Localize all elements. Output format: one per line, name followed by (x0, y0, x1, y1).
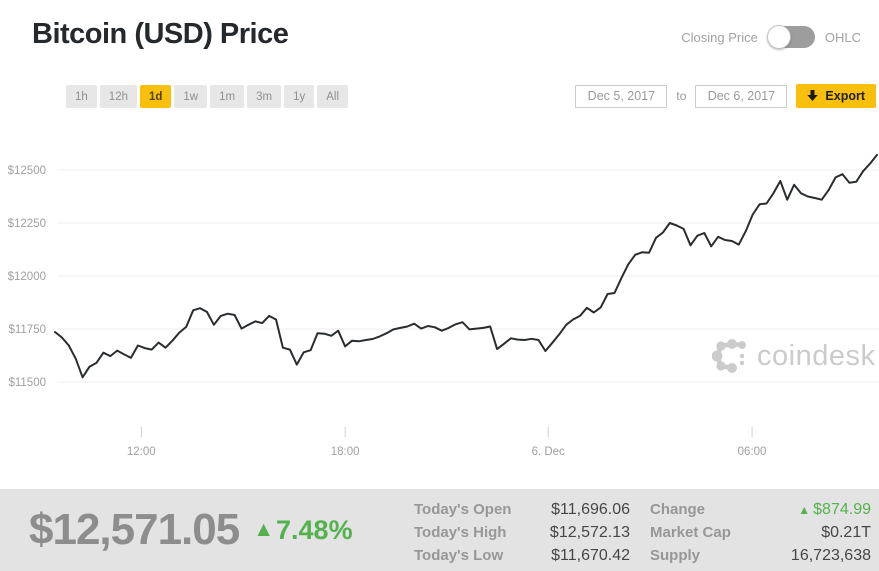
page-title: Bitcoin (USD) Price (32, 18, 289, 50)
export-button[interactable]: Export (796, 84, 876, 108)
y-axis-tick-label: $11500 (8, 377, 46, 389)
price-type-toggle-group: Closing Price OHLC (681, 25, 861, 49)
stat-row: Today's Open $11,696.06 (414, 498, 630, 521)
stat-row: Change ▲ $874.99 (650, 498, 871, 521)
closing-price-label: Closing Price (681, 29, 758, 45)
stat-value: 16,723,638 (790, 546, 871, 564)
stats-table-right: Change ▲ $874.99 Market Cap $0.21T Supply 16,7… (650, 498, 871, 567)
x-axis-tick-label: 12:00 (127, 446, 156, 458)
range-button-1m[interactable]: 1m (210, 85, 245, 108)
y-axis-tick-label: $11750 (8, 324, 46, 336)
download-icon (807, 90, 819, 101)
stat-value: $11,670.42 (551, 546, 630, 564)
current-price: $12,571.05 (29, 505, 240, 554)
range-button-3m[interactable]: 3m (247, 85, 282, 108)
coindesk-logo-text: coindesk (757, 339, 876, 372)
ohlc-label: OHLC (824, 29, 861, 45)
stat-row: Today's High $12,572.13 (414, 521, 630, 544)
current-price-block: $12,571.05 ▲ 7.48% (29, 489, 353, 571)
coindesk-logo-icon (712, 339, 746, 373)
change-percent: ▲ 7.48% (253, 515, 352, 546)
date-to-input[interactable] (695, 84, 788, 108)
x-axis-tick-label: 06:00 (738, 446, 767, 458)
stat-label: Change (650, 501, 706, 518)
price-chart[interactable]: $11500 $11750 $12000 $12250 $12500 12:00 18:00… (0, 115, 879, 497)
range-buttons: 1h 12h 1d 1w 1m 3m 1y All (66, 85, 349, 108)
up-arrow-icon: ▲ (253, 518, 275, 541)
date-from-input[interactable] (575, 84, 668, 108)
change-percent-value: 7.48% (276, 514, 353, 545)
range-button-1h[interactable]: 1h (66, 85, 97, 108)
stat-value: $12,572.13 (549, 523, 630, 541)
stats-table-left: Today's Open $11,696.06 Today's High $12,57… (414, 498, 630, 567)
stat-label: Today's High (414, 524, 507, 541)
x-axis-tick-label: 6. Dec (532, 446, 565, 458)
range-button-1d[interactable]: 1d (139, 85, 172, 108)
export-label: Export (825, 89, 865, 103)
toggle-knob-icon[interactable] (766, 25, 791, 49)
range-button-12h[interactable]: 12h (99, 85, 137, 108)
y-axis-tick-label: $12000 (8, 271, 46, 283)
y-axis-tick-label: $12250 (8, 218, 46, 230)
price-type-toggle[interactable] (766, 25, 815, 49)
stat-label: Today's Open (414, 501, 512, 518)
stat-label: Market Cap (650, 524, 731, 541)
to-label: to (676, 89, 687, 103)
up-arrow-icon: ▲ (798, 502, 811, 517)
chart-area: $11500 $11750 $12000 $12250 $12500 12:00 18:00… (0, 115, 879, 497)
stat-label: Today's Low (414, 547, 504, 564)
stat-value: ▲ $874.99 (798, 500, 871, 518)
x-axis-tick-label: 18:00 (331, 446, 360, 458)
price-line-series (54, 153, 878, 379)
stat-value: $11,696.06 (551, 500, 630, 518)
date-range-controls: to Export (575, 84, 876, 108)
y-axis-tick-label: $12500 (8, 165, 46, 177)
stat-row: Supply 16,723,638 (650, 544, 871, 567)
range-button-1y[interactable]: 1y (284, 85, 315, 108)
coindesk-watermark: coindesk (712, 336, 875, 376)
stat-row: Market Cap $0.21T (650, 521, 871, 544)
stat-label: Supply (650, 547, 701, 564)
range-button-all[interactable]: All (317, 85, 349, 108)
stat-value: $0.21T (821, 523, 871, 541)
stat-row: Today's Low $11,670.42 (414, 544, 630, 567)
range-button-1w[interactable]: 1w (174, 85, 208, 108)
stats-footer: $12,571.05 ▲ 7.48% Today's Open $11,696.0… (0, 489, 879, 571)
